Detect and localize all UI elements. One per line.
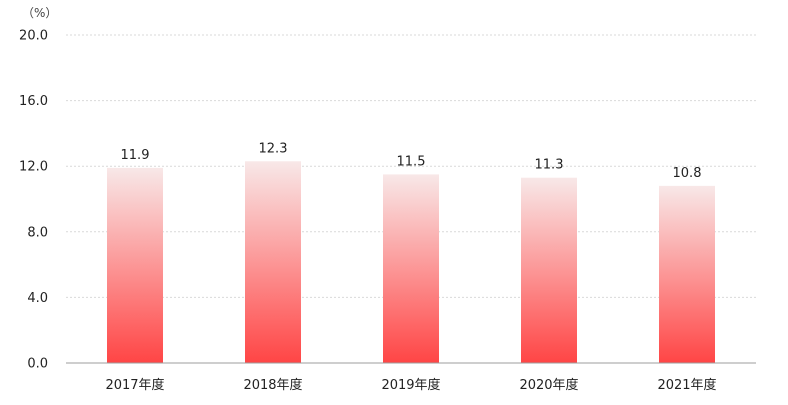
bar-0 — [107, 167, 163, 363]
x-category-label-4: 2021年度 — [657, 377, 716, 393]
bar-value-label-0: 11.9 — [121, 148, 150, 163]
bar-4 — [659, 185, 715, 363]
y-axis-tick-labels: 0.0 4.0 8.0 12.0 16.0 20.0 — [19, 29, 48, 372]
bar-value-label-1: 12.3 — [259, 141, 288, 156]
y-tick-label-1: 4.0 — [27, 291, 48, 306]
bar-value-label-4: 10.8 — [673, 166, 702, 181]
x-category-label-1: 2018年度 — [243, 377, 302, 393]
bar-value-label-3: 11.3 — [535, 158, 564, 173]
bars — [107, 161, 715, 363]
bar-2 — [383, 174, 439, 363]
y-tick-label-4: 16.0 — [19, 94, 48, 109]
x-category-label-2: 2019年度 — [381, 377, 440, 393]
x-category-label-0: 2017年度 — [105, 377, 164, 393]
y-axis-unit-label: （%） — [22, 6, 57, 20]
bar-3 — [521, 177, 577, 363]
y-tick-label-2: 8.0 — [27, 225, 48, 240]
y-tick-label-5: 20.0 — [19, 29, 48, 44]
y-tick-label-3: 12.0 — [19, 160, 48, 175]
x-category-label-3: 2020年度 — [519, 377, 578, 393]
bar-value-labels: 11.9 12.3 11.5 11.3 10.8 — [121, 141, 702, 181]
x-axis-category-labels: 2017年度 2018年度 2019年度 2020年度 2021年度 — [105, 377, 716, 393]
y-tick-label-0: 0.0 — [27, 357, 48, 372]
bar-value-label-2: 11.5 — [397, 154, 426, 169]
bar-1 — [245, 161, 301, 363]
